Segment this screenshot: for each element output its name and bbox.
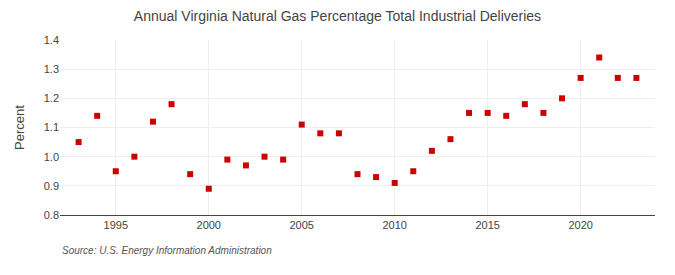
svg-text:Source: U.S. Energy Informatio: Source: U.S. Energy Information Administ… — [62, 245, 272, 256]
svg-text:0.8: 0.8 — [44, 209, 59, 221]
svg-text:2000: 2000 — [197, 219, 221, 231]
svg-text:2015: 2015 — [475, 219, 499, 231]
svg-text:1.3: 1.3 — [44, 63, 59, 75]
svg-text:1.0: 1.0 — [44, 151, 59, 163]
svg-text:0.9: 0.9 — [44, 180, 59, 192]
svg-text:Annual Virginia Natural Gas Pe: Annual Virginia Natural Gas Percentage T… — [134, 8, 541, 24]
svg-text:1.1: 1.1 — [44, 121, 59, 133]
svg-text:1.4: 1.4 — [44, 34, 59, 46]
svg-text:Percent: Percent — [12, 105, 27, 150]
svg-text:1995: 1995 — [104, 219, 128, 231]
svg-text:2020: 2020 — [568, 219, 592, 231]
svg-text:2010: 2010 — [382, 219, 406, 231]
svg-text:2005: 2005 — [289, 219, 313, 231]
svg-text:1.2: 1.2 — [44, 92, 59, 104]
